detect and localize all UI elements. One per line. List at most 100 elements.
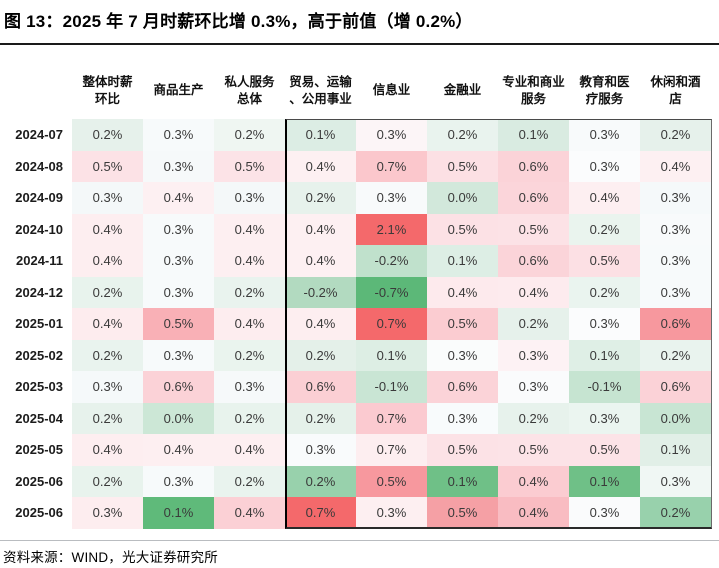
table-cell: 0.2%	[569, 276, 640, 308]
table-cell: 0.3%	[427, 339, 498, 371]
table-cell: 0.2%	[214, 402, 285, 434]
table-cell: -0.2%	[285, 276, 356, 308]
table-cell: 0.4%	[285, 213, 356, 245]
table-cell: 0.4%	[214, 245, 285, 277]
table-cell: 0.7%	[285, 497, 356, 529]
table-cell: 0.3%	[498, 339, 569, 371]
table-cell: 0.6%	[427, 371, 498, 403]
table-cell: 0.2%	[285, 402, 356, 434]
row-label: 2025-02	[15, 347, 63, 363]
table-cell: 0.3%	[72, 182, 143, 214]
table-cell: 0.3%	[214, 371, 285, 403]
footer-divider	[0, 540, 719, 541]
table-cell: 0.3%	[569, 497, 640, 529]
column-header: 贸易、运输 、公用事业	[289, 75, 352, 106]
table-cell: 0.7%	[356, 402, 427, 434]
column-header: 金融业	[443, 83, 482, 98]
table-cell: -0.1%	[356, 371, 427, 403]
column-header: 专业和商业 服务	[502, 75, 565, 106]
table-cell: 0.4%	[214, 213, 285, 245]
table-cell: 0.2%	[640, 339, 711, 371]
table-cell: 0.3%	[214, 182, 285, 214]
table-cell: 0.5%	[72, 150, 143, 182]
row-label: 2024-08	[15, 158, 63, 174]
column-header: 私人服务 总体	[224, 75, 275, 106]
table-cell: 0.5%	[569, 434, 640, 466]
table-cell: 0.5%	[427, 434, 498, 466]
table-cell: 0.3%	[640, 465, 711, 497]
table-cell: 0.0%	[427, 182, 498, 214]
table-cell: 0.7%	[356, 434, 427, 466]
row-label: 2025-04	[15, 410, 63, 426]
table-cell: 0.3%	[569, 150, 640, 182]
column-header: 整体时薪 环比	[82, 75, 133, 106]
table-cell: 0.3%	[640, 213, 711, 245]
table-cell: 0.3%	[143, 213, 214, 245]
table-body: 2024-07 0.2% 0.3% 0.2% 0.1% 0.3% 0.2% 0.1% 0.3% 0…	[1, 119, 712, 529]
table-cell: 0.7%	[356, 150, 427, 182]
table-cell: 0.7%	[356, 308, 427, 340]
table-cell: 0.3%	[143, 245, 214, 277]
table-cell: 0.2%	[640, 497, 711, 529]
table-cell: 0.3%	[72, 371, 143, 403]
table-cell: 0.2%	[214, 465, 285, 497]
table-cell: 0.0%	[143, 402, 214, 434]
table-cell: 0.6%	[498, 245, 569, 277]
row-label: 2024-09	[15, 190, 63, 206]
table-cell: 0.4%	[72, 213, 143, 245]
table-cell: 0.3%	[285, 434, 356, 466]
table-cell: 0.2%	[214, 339, 285, 371]
table-cell: 0.4%	[285, 245, 356, 277]
table-cell: 0.4%	[214, 434, 285, 466]
table-cell: 0.5%	[427, 497, 498, 529]
table-cell: 0.5%	[427, 308, 498, 340]
table-cell: 0.4%	[72, 308, 143, 340]
table-cell: 0.1%	[569, 339, 640, 371]
table-cell: 0.2%	[427, 119, 498, 151]
table-cell: 0.3%	[640, 182, 711, 214]
table-cell: 0.3%	[143, 119, 214, 151]
table-cell: 2.1%	[356, 213, 427, 245]
table-cell: 0.6%	[498, 150, 569, 182]
table-cell: 0.3%	[498, 371, 569, 403]
row-label: 2025-06	[15, 473, 63, 489]
table-cell: 0.4%	[498, 465, 569, 497]
table-cell: 0.0%	[640, 402, 711, 434]
table-cell: 0.2%	[569, 213, 640, 245]
table-cell: 0.4%	[143, 434, 214, 466]
figure-title: 图 13：2025 年 7 月时薪环比增 0.3%，高于前值（增 0.2%）	[4, 12, 473, 31]
table-cell: 0.4%	[285, 308, 356, 340]
row-label: 2025-01	[15, 316, 63, 332]
table-cell: 0.5%	[498, 434, 569, 466]
table-cell: 0.3%	[569, 119, 640, 151]
table-cell: 0.2%	[285, 465, 356, 497]
table-cell: 0.1%	[285, 119, 356, 151]
table-cell: 0.3%	[143, 339, 214, 371]
table-cell: 0.6%	[640, 371, 711, 403]
table-cell: 0.3%	[356, 497, 427, 529]
table-cell: 0.2%	[640, 119, 711, 151]
table-cell: 0.3%	[427, 402, 498, 434]
table-cell: 0.1%	[569, 465, 640, 497]
title-divider	[0, 43, 719, 45]
table-cell: 0.4%	[72, 434, 143, 466]
table-cell: 0.3%	[143, 465, 214, 497]
column-header: 休闲和酒 店	[650, 75, 701, 106]
table-cell: -0.7%	[356, 276, 427, 308]
table-cell: 0.4%	[427, 276, 498, 308]
table-cell: 0.4%	[498, 276, 569, 308]
source-note: 资料来源：WIND，光大证券研究所	[3, 550, 218, 565]
table-cell: 0.3%	[640, 276, 711, 308]
table-cell: 0.2%	[72, 339, 143, 371]
table-cell: 0.6%	[285, 371, 356, 403]
table-cell: 0.3%	[569, 308, 640, 340]
row-label: 2024-12	[15, 284, 63, 300]
table-cell: 0.2%	[498, 308, 569, 340]
table-cell: 0.5%	[356, 465, 427, 497]
table-header-row: 整体时薪 环比 商品生产 私人服务 总体 贸易、运输 、公用事业 信息业 金融业 专业和商业…	[1, 62, 712, 119]
table-cell: 0.4%	[214, 497, 285, 529]
table-cell: 0.6%	[498, 182, 569, 214]
table-cell: 0.2%	[72, 402, 143, 434]
table-cell: 0.2%	[498, 402, 569, 434]
table-cell: 0.5%	[427, 150, 498, 182]
